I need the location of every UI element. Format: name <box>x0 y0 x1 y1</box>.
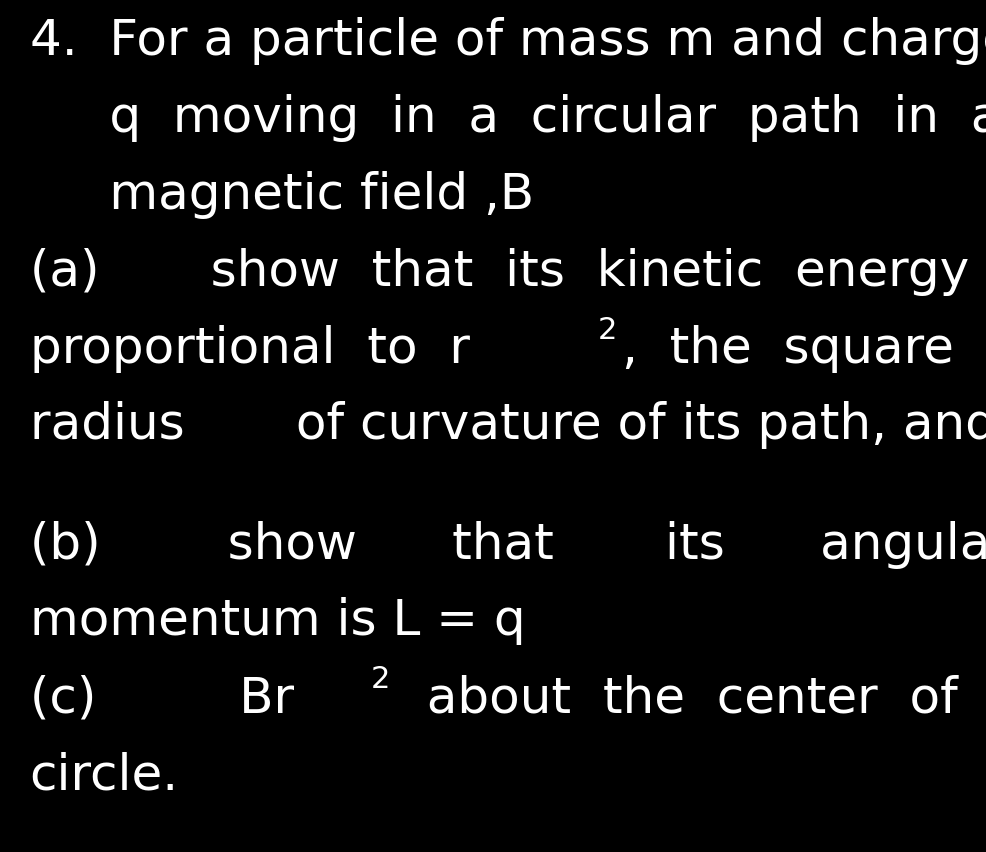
Text: 2: 2 <box>371 665 389 694</box>
Text: circle.: circle. <box>30 750 178 798</box>
Text: momentum is L = q: momentum is L = q <box>30 596 526 645</box>
Text: magnetic field ,B: magnetic field ,B <box>30 170 533 219</box>
Text: (a)       show  that  its  kinetic  energy  is: (a) show that its kinetic energy is <box>30 247 986 296</box>
Text: ,  the  square  of  the: , the square of the <box>622 324 986 372</box>
Text: about  the  center  of  the: about the center of the <box>395 673 986 722</box>
Text: radius       of curvature of its path, and: radius of curvature of its path, and <box>30 400 986 449</box>
Text: (c)         Br: (c) Br <box>30 673 294 722</box>
Text: q  moving  in  a  circular  path  in  a: q moving in a circular path in a <box>30 94 986 142</box>
Text: 2: 2 <box>598 315 616 344</box>
Text: (b)        show      that       its      angular: (b) show that its angular <box>30 520 986 568</box>
Text: proportional  to  r: proportional to r <box>30 324 469 372</box>
Text: 4.  For a particle of mass m and charge: 4. For a particle of mass m and charge <box>30 17 986 66</box>
